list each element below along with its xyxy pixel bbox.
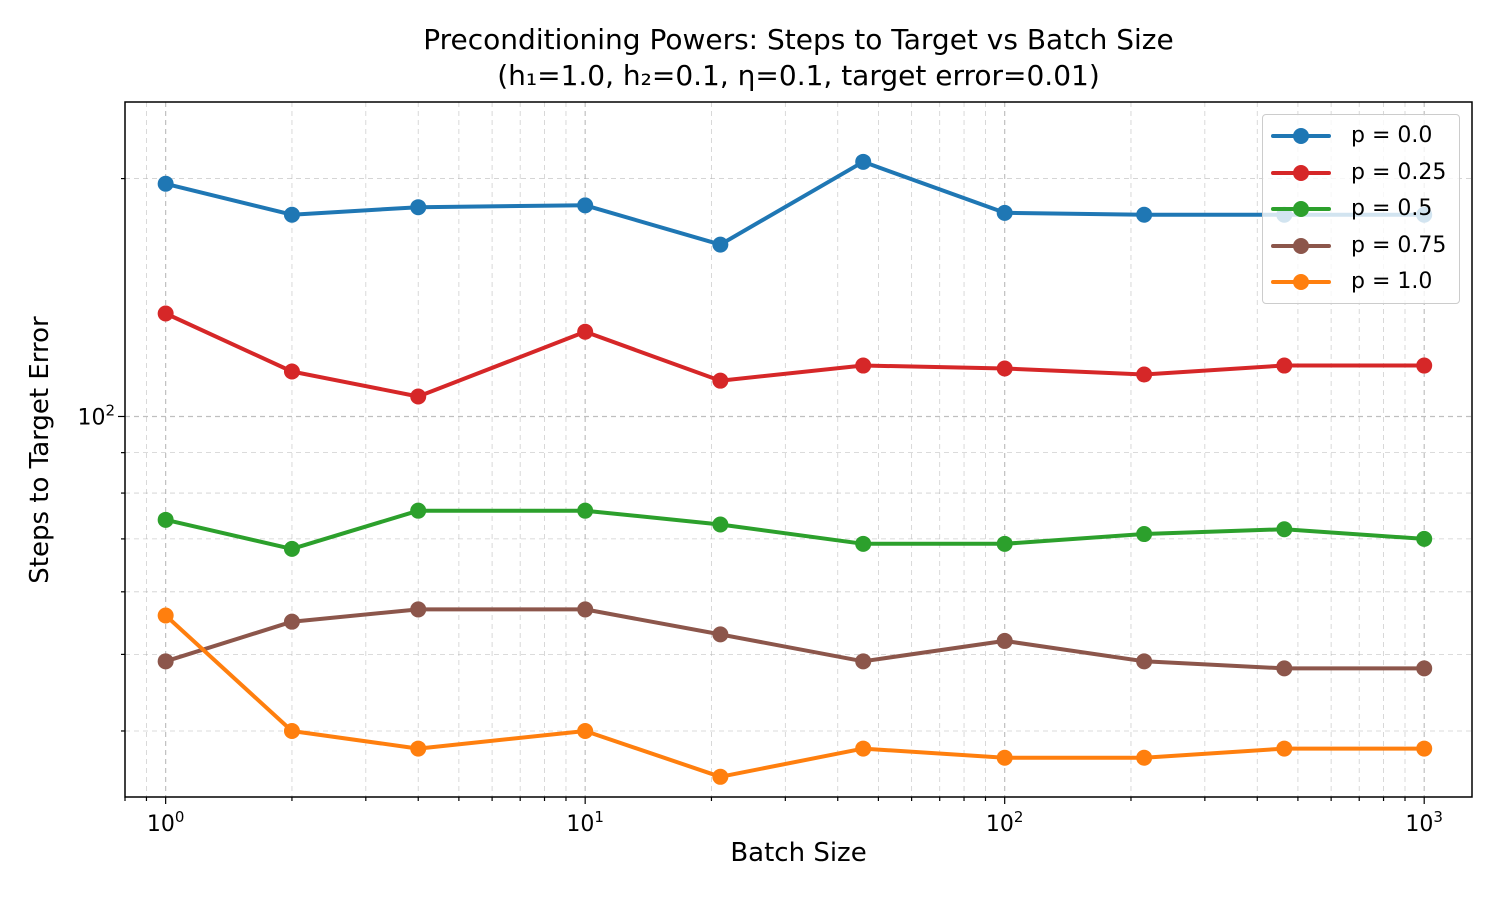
data-point-p1-0 <box>283 722 300 739</box>
data-point-p0-0 <box>1136 206 1153 223</box>
y-tick-label: 102 <box>77 401 115 430</box>
data-point-p0-25 <box>577 323 594 340</box>
data-point-p0-75 <box>855 653 872 670</box>
chart-title: Preconditioning Powers: Steps to Target … <box>423 23 1174 56</box>
legend-item: p = 0.25 <box>1271 158 1457 188</box>
data-point-p0-0 <box>855 153 872 170</box>
legend-label: p = 0.25 <box>1351 159 1447 185</box>
legend-marker <box>1293 274 1309 290</box>
series-line-p0-5 <box>163 508 1427 551</box>
data-point-p0-5 <box>996 535 1013 552</box>
data-point-p0-75 <box>712 626 729 643</box>
data-point-p0-5 <box>712 516 729 533</box>
data-point-p0-5 <box>410 502 427 519</box>
data-point-p0-25 <box>855 357 872 374</box>
data-point-p0-75 <box>410 601 427 618</box>
legend-item: p = 0.5 <box>1271 194 1457 224</box>
legend-marker <box>1293 237 1309 254</box>
legend-label: p = 0.75 <box>1351 232 1447 258</box>
data-point-p0-25 <box>283 363 300 380</box>
data-point-p0-5 <box>855 535 872 552</box>
grid-lines <box>124 102 1472 797</box>
data-point-p0-0 <box>157 175 174 192</box>
data-point-p0-25 <box>1416 357 1433 374</box>
data-point-p0-75 <box>577 601 594 618</box>
data-point-p0-0 <box>712 236 729 253</box>
legend: p = 0.0 p = 0.25 p = 0.5 p = 0.75 p = 1.0 <box>1262 114 1460 304</box>
legend-item: p = 0.75 <box>1271 231 1457 261</box>
series-line-p0-25 <box>163 311 1427 399</box>
data-point-p0-75 <box>157 653 174 670</box>
data-point-p0-75 <box>1276 660 1293 677</box>
x-tick-label: 101 <box>566 808 604 837</box>
x-tick-label: 103 <box>1405 808 1443 837</box>
data-point-p1-0 <box>410 740 427 757</box>
series-line-p0-0 <box>163 159 1427 247</box>
legend-marker <box>1293 128 1309 144</box>
series-line-p0-75 <box>163 607 1427 671</box>
data-point-p1-0 <box>1136 749 1153 766</box>
data-point-p0-75 <box>1416 660 1433 677</box>
data-point-p0-25 <box>996 360 1013 377</box>
x-axis-label: Batch Size <box>730 838 867 868</box>
legend-marker <box>1293 201 1309 217</box>
data-point-p1-0 <box>1276 740 1293 757</box>
data-point-p0-75 <box>996 632 1013 649</box>
x-tick-label: 102 <box>986 808 1024 837</box>
legend-label: p = 0.0 <box>1351 123 1433 148</box>
data-point-p0-25 <box>410 388 427 405</box>
data-point-p1-0 <box>712 768 729 785</box>
data-point-p0-5 <box>1416 530 1433 547</box>
plot-frame <box>124 101 1473 798</box>
data-point-p0-5 <box>157 511 174 528</box>
chart-subtitle: (h₁=1.0, h₂=0.1, η=0.1, target error=0.0… <box>497 59 1100 92</box>
data-point-p0-5 <box>1136 526 1153 543</box>
data-point-p0-75 <box>283 613 300 630</box>
legend-item: p = 0.0 <box>1271 121 1457 151</box>
data-point-p0-0 <box>577 197 594 214</box>
data-point-p1-0 <box>157 607 174 624</box>
data-point-p0-5 <box>577 502 594 519</box>
series-line-p1-0 <box>163 613 1427 779</box>
data-point-p1-0 <box>855 740 872 757</box>
legend-item: p = 1.0 <box>1271 267 1457 297</box>
legend-label: p = 0.5 <box>1351 196 1433 221</box>
data-point-p0-5 <box>1276 521 1293 538</box>
data-point-p0-0 <box>410 199 427 216</box>
y-axis-label: Steps to Target Error <box>25 316 55 584</box>
axis-ticks: 100 101 102 103 102 <box>77 177 1443 837</box>
legend-label: p = 1.0 <box>1351 269 1433 294</box>
data-point-p1-0 <box>1416 740 1433 757</box>
data-point-p1-0 <box>996 749 1013 766</box>
data-point-p0-25 <box>1276 357 1293 374</box>
legend-marker <box>1293 164 1309 181</box>
x-tick-label: 100 <box>147 808 185 837</box>
data-point-p0-5 <box>283 540 300 557</box>
data-point-p0-25 <box>712 372 729 389</box>
data-point-p0-0 <box>283 206 300 223</box>
series-lines <box>157 153 1433 785</box>
data-point-p1-0 <box>577 722 594 739</box>
data-point-p0-25 <box>1136 366 1153 383</box>
data-point-p0-25 <box>157 305 174 322</box>
data-point-p0-75 <box>1136 653 1153 670</box>
data-point-p0-0 <box>996 204 1013 221</box>
